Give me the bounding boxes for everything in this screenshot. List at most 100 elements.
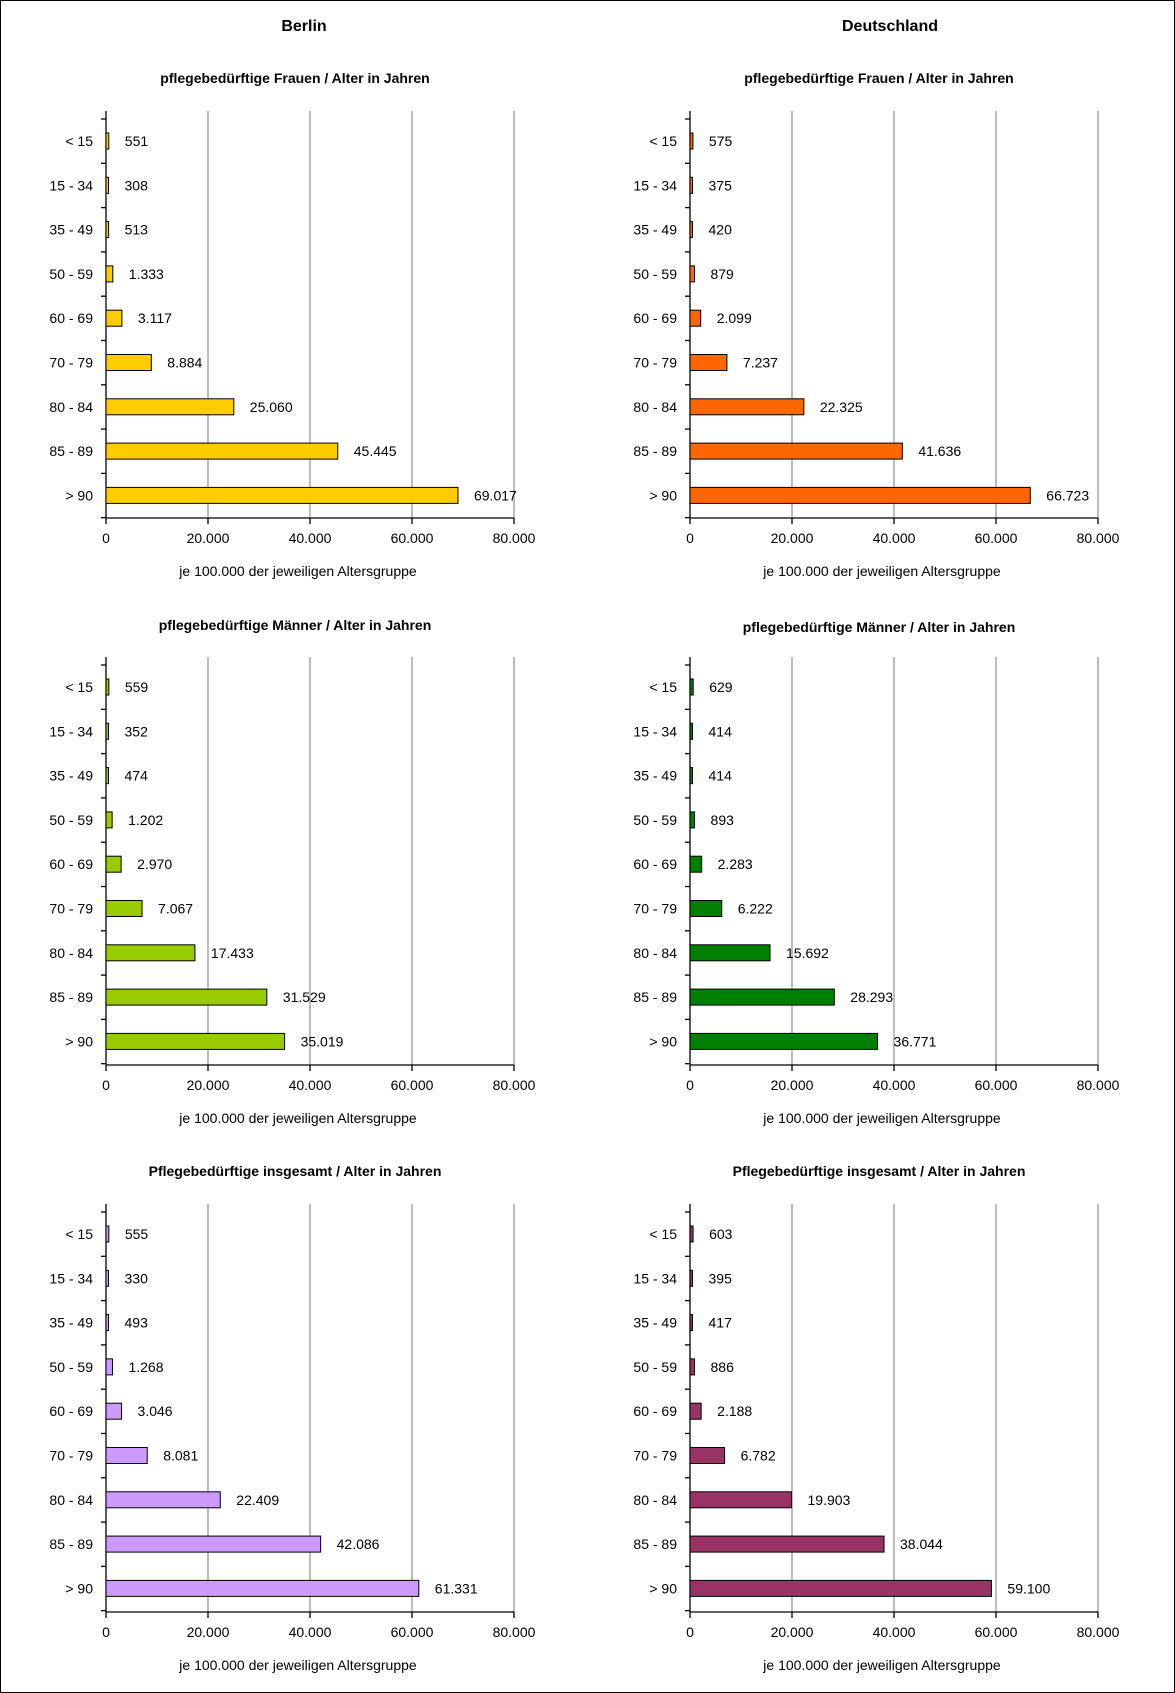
data-label: 25.060 [250,399,293,415]
data-label: 551 [125,133,149,149]
category-label: 70 - 79 [633,1448,677,1464]
x-axis-label: je 100.000 der jeweiligen Altersgruppe [178,1110,417,1126]
data-label: 352 [125,723,149,739]
bar [105,944,196,962]
category-label: < 15 [649,133,677,149]
category-label: < 15 [65,679,93,695]
data-label: 7.067 [158,901,193,917]
data-label: 1.268 [128,1359,163,1375]
bar [105,309,123,327]
category-label: 50 - 59 [633,812,677,828]
category-label: 85 - 89 [633,989,677,1005]
data-label: 493 [125,1315,149,1331]
category-label: < 15 [649,679,677,695]
data-label: 375 [709,177,733,193]
x-tick-label: 40.000 [289,1077,332,1093]
bar [105,132,110,150]
bar [105,1447,148,1464]
category-label: 70 - 79 [49,901,93,917]
data-label: 17.433 [211,945,254,961]
bar [105,265,114,283]
bar [689,1314,693,1332]
category-label: 15 - 34 [633,1270,677,1286]
chart-title: pflegebedürftige Männer / Alter in Jahre… [159,617,432,633]
bar [105,1491,221,1509]
category-label: > 90 [649,1580,677,1596]
data-label: 414 [709,723,733,739]
category-label: 35 - 49 [633,1315,677,1331]
category-label: > 90 [65,1580,93,1596]
category-label: 70 - 79 [633,355,677,371]
chart-1: pflegebedürftige Frauen / Alter in Jahre… [49,70,535,579]
category-label: > 90 [649,487,677,503]
category-label: 85 - 89 [49,1536,93,1552]
bar [105,855,122,873]
category-label: 80 - 84 [633,1492,677,1508]
chart-4: pflegebedürftige Männer / Alter in Jahre… [633,619,1119,1126]
category-label: 50 - 59 [49,1359,93,1375]
bar [689,1491,793,1509]
data-label: 1.333 [129,266,164,282]
bar [105,1579,420,1597]
x-tick-label: 80.000 [493,1077,536,1093]
bar [689,767,693,785]
bar [689,309,702,327]
x-tick-label: 0 [686,1624,694,1640]
data-label: 2.283 [718,856,753,872]
bar [689,1032,879,1050]
category-label: 50 - 59 [633,1359,677,1375]
bar [105,442,339,460]
x-tick-label: 40.000 [289,530,332,546]
category-label: 60 - 69 [49,1403,93,1419]
data-label: 395 [709,1270,733,1286]
category-label: > 90 [65,1033,93,1049]
chart-6: Pflegebedürftige insgesamt / Alter in Ja… [633,1163,1119,1673]
bar [105,1402,123,1420]
bar [689,265,695,283]
category-label: > 90 [65,487,93,503]
data-label: 603 [709,1226,733,1242]
data-label: 559 [125,679,149,695]
x-tick-label: 20.000 [771,1624,814,1640]
x-tick-label: 0 [102,530,110,546]
bar [105,767,109,785]
data-label: 8.081 [163,1448,198,1464]
x-tick-label: 80.000 [493,530,536,546]
category-label: 50 - 59 [49,266,93,282]
category-label: 35 - 49 [633,222,677,238]
x-tick-label: 40.000 [873,1624,916,1640]
data-label: 3.117 [138,310,172,326]
bar [105,1358,113,1376]
category-label: 80 - 84 [49,1492,93,1508]
data-label: 38.044 [900,1536,943,1552]
bar [105,722,109,740]
data-label: 575 [709,133,733,149]
chart-title: pflegebedürftige Frauen / Alter in Jahre… [160,70,429,86]
x-tick-label: 20.000 [771,1077,814,1093]
category-label: 15 - 34 [49,723,93,739]
bar [689,944,771,962]
data-label: 308 [125,177,149,193]
category-label: 35 - 49 [49,222,93,238]
bar [689,900,723,917]
x-tick-label: 0 [686,530,694,546]
data-label: 61.331 [435,1580,478,1596]
x-tick-label: 20.000 [187,1624,230,1640]
bar [105,900,143,917]
category-label: 70 - 79 [49,1448,93,1464]
data-label: 879 [710,266,734,282]
column-title-berlin: Berlin [281,18,327,35]
data-label: 42.086 [337,1536,380,1552]
category-label: 85 - 89 [49,443,93,459]
x-tick-label: 60.000 [391,1077,434,1093]
data-label: 59.100 [1007,1580,1050,1596]
bar [689,176,693,194]
category-label: 85 - 89 [49,989,93,1005]
x-tick-label: 60.000 [975,530,1018,546]
x-tick-label: 40.000 [289,1624,332,1640]
x-tick-label: 0 [102,1624,110,1640]
data-label: 474 [125,768,149,784]
category-label: 85 - 89 [633,1536,677,1552]
bar [689,1579,992,1597]
data-label: 36.771 [894,1033,937,1049]
